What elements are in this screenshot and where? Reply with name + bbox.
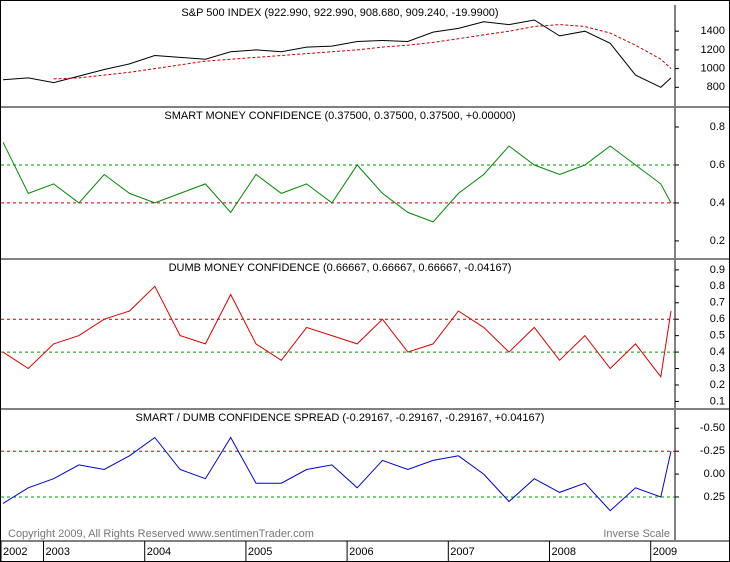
copyright: Copyright 2009, All Rights Reserved www.… bbox=[8, 528, 314, 540]
y-tick-label: 0.4 bbox=[710, 346, 725, 358]
y-tick-label: 0.4 bbox=[710, 197, 725, 209]
y-tick-label: 0.3 bbox=[710, 362, 725, 374]
y-tick-label: 0.5 bbox=[710, 330, 725, 342]
series-line bbox=[2, 19, 672, 88]
y-tick-label: 0.2 bbox=[710, 235, 725, 247]
x-tick-label: 2004 bbox=[147, 546, 171, 558]
series-line bbox=[53, 24, 672, 80]
y-tick-label: 1400 bbox=[701, 25, 725, 37]
panel-title: SMART MONEY CONFIDENCE (0.37500, 0.37500… bbox=[164, 110, 515, 122]
y-tick-label: 1000 bbox=[701, 62, 725, 74]
y-tick-label: 0.25 bbox=[704, 491, 725, 503]
panel-title: DUMB MONEY CONFIDENCE (0.66667, 0.66667,… bbox=[169, 262, 512, 274]
x-tick-label: 2005 bbox=[248, 546, 272, 558]
panel-title: S&P 500 INDEX (922.990, 922.990, 908.680… bbox=[181, 7, 498, 19]
y-tick-label: 0.6 bbox=[710, 159, 725, 171]
x-tick-label: 2008 bbox=[552, 546, 576, 558]
y-tick-label: 0.8 bbox=[710, 280, 725, 292]
panel-title: SMART / DUMB CONFIDENCE SPREAD (-0.29167… bbox=[136, 412, 545, 424]
x-tick-label: 2007 bbox=[450, 546, 474, 558]
y-tick-label: 800 bbox=[707, 81, 725, 93]
x-tick-label: 2003 bbox=[46, 546, 70, 558]
x-tick-label: 2009 bbox=[653, 546, 677, 558]
y-tick-label: 0.1 bbox=[710, 395, 725, 407]
series-line bbox=[2, 285, 672, 379]
y-tick-label: 1200 bbox=[701, 44, 725, 56]
y-tick-label: 0.8 bbox=[710, 121, 725, 133]
y-tick-label: -0.50 bbox=[700, 422, 725, 434]
y-tick-label: 0.00 bbox=[704, 468, 725, 480]
x-tick-label: 2006 bbox=[349, 546, 373, 558]
y-tick-label: 0.9 bbox=[710, 264, 725, 276]
x-tick-label: 2002 bbox=[3, 546, 27, 558]
scale-note: Inverse Scale bbox=[603, 528, 670, 540]
y-tick-label: 0.2 bbox=[710, 379, 725, 391]
y-tick-label: 0.7 bbox=[710, 297, 725, 309]
series-line bbox=[2, 141, 672, 223]
y-tick-label: -0.25 bbox=[700, 445, 725, 457]
y-tick-label: 0.6 bbox=[710, 313, 725, 325]
series-line bbox=[2, 436, 672, 512]
